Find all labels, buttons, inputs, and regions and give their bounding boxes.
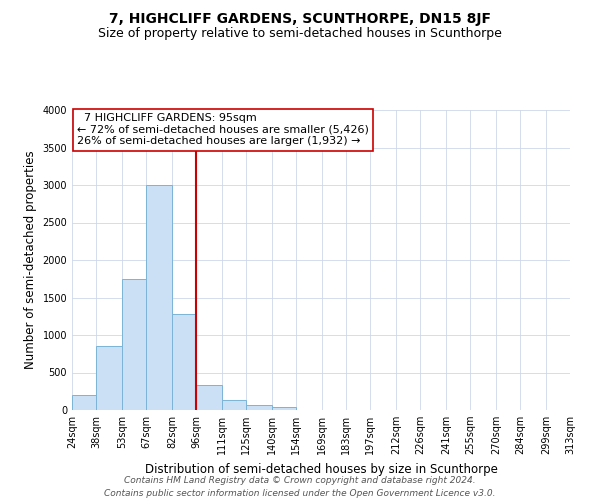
Bar	[196, 385, 222, 410]
Y-axis label: Number of semi-detached properties: Number of semi-detached properties	[24, 150, 37, 370]
Text: 7, HIGHCLIFF GARDENS, SCUNTHORPE, DN15 8JF: 7, HIGHCLIFF GARDENS, SCUNTHORPE, DN15 8…	[109, 12, 491, 26]
Bar	[72, 395, 96, 410]
Bar	[246, 405, 272, 410]
Text: Contains HM Land Registry data © Crown copyright and database right 2024.
Contai: Contains HM Land Registry data © Crown c…	[104, 476, 496, 498]
Bar	[122, 279, 146, 410]
Bar	[146, 185, 172, 410]
X-axis label: Distribution of semi-detached houses by size in Scunthorpe: Distribution of semi-detached houses by …	[145, 462, 497, 475]
Bar	[172, 314, 196, 410]
Bar	[222, 400, 246, 410]
Text: Size of property relative to semi-detached houses in Scunthorpe: Size of property relative to semi-detach…	[98, 28, 502, 40]
Bar	[96, 346, 122, 410]
Text: 7 HIGHCLIFF GARDENS: 95sqm  
← 72% of semi-detached houses are smaller (5,426)
2: 7 HIGHCLIFF GARDENS: 95sqm ← 72% of semi…	[77, 113, 369, 146]
Bar	[272, 407, 296, 410]
